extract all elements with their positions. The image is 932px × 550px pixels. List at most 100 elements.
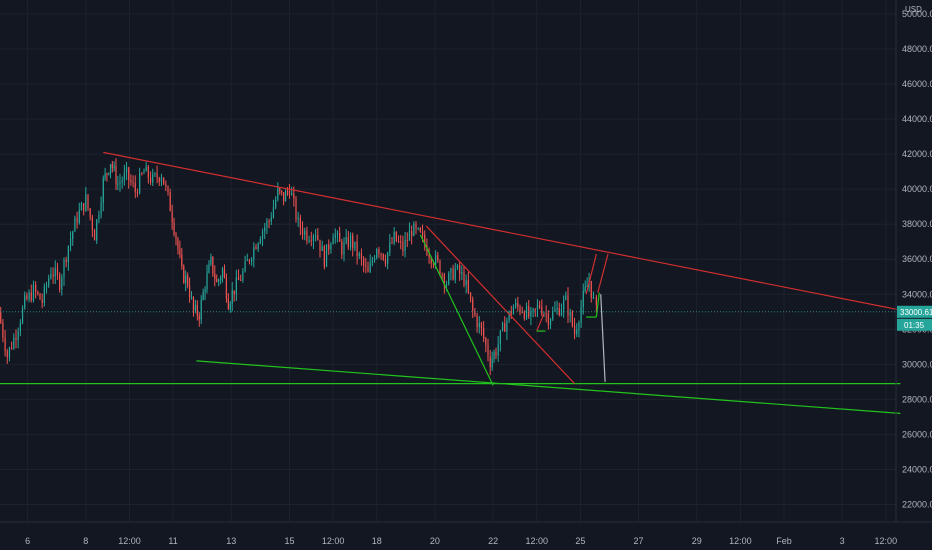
x-tick-label: 18 xyxy=(372,536,382,546)
candle-body xyxy=(382,253,384,260)
countdown-label: 01:35 xyxy=(904,321,925,330)
candle-body xyxy=(41,299,43,303)
candle-body xyxy=(128,167,130,181)
candle-body xyxy=(395,231,397,242)
candle-body xyxy=(125,167,128,173)
y-tick-label: 36000.00 xyxy=(902,254,932,264)
candle-body xyxy=(426,244,428,255)
candle-body xyxy=(190,297,193,299)
candle-body xyxy=(251,259,253,262)
candle-body xyxy=(2,322,4,338)
candle-body xyxy=(179,248,181,255)
candle-body xyxy=(56,268,59,276)
candle-body xyxy=(371,260,373,264)
candle-body xyxy=(478,322,480,328)
candle-body xyxy=(384,259,387,264)
y-tick-label: 34000.00 xyxy=(902,289,932,299)
candle-body xyxy=(330,244,332,250)
candle-body xyxy=(255,246,257,250)
candle-body xyxy=(196,305,198,316)
candle-body xyxy=(461,272,463,274)
x-tick-label: 13 xyxy=(226,536,236,546)
candle-body xyxy=(595,297,597,305)
candle-body xyxy=(369,263,371,273)
candle-body xyxy=(469,292,472,300)
y-tick-label: 40000.00 xyxy=(902,184,932,194)
y-tick-label: 44000.00 xyxy=(902,114,932,124)
candle-body xyxy=(389,242,391,253)
x-tick-label: 6 xyxy=(25,536,30,546)
candle-body xyxy=(343,242,345,255)
candle-body xyxy=(380,253,382,255)
candle-body xyxy=(365,265,367,267)
candle-body xyxy=(499,330,501,345)
candle-body xyxy=(48,278,50,286)
candle-body xyxy=(187,275,189,286)
candle-body xyxy=(411,231,413,236)
candle-body xyxy=(204,289,206,292)
candle-body xyxy=(402,241,404,252)
candle-body xyxy=(4,337,6,352)
y-axis[interactable]: USD 22000.00 24000.00 26000.00 28000.00 3000… xyxy=(895,0,932,522)
x-axis[interactable]: 6 8 12:00 11 13 15 12:00 18 20 22 12:00 25 27 29 12:00… xyxy=(0,521,932,546)
candle-body xyxy=(219,277,222,280)
candle-body xyxy=(39,293,41,300)
candle-body xyxy=(323,246,325,267)
candle-body xyxy=(169,192,171,212)
candle-body xyxy=(100,203,102,215)
candle-body xyxy=(347,236,349,248)
candle-body xyxy=(554,309,556,312)
candle-body xyxy=(448,273,450,285)
candle-body xyxy=(288,190,291,196)
x-tick-label: 12:00 xyxy=(118,536,141,546)
candle-body xyxy=(319,239,321,252)
candle-body xyxy=(119,182,121,184)
candle-body xyxy=(299,217,301,229)
candle-body xyxy=(391,242,393,244)
candle-body xyxy=(354,241,356,249)
candle-body xyxy=(549,319,552,325)
trendline-resistance xyxy=(103,151,901,311)
candle-body xyxy=(334,234,336,238)
candle-body xyxy=(141,173,143,175)
candle-body xyxy=(233,290,235,295)
candle-body xyxy=(50,273,52,279)
candle-body xyxy=(123,172,125,181)
y-tick-label: 26000.00 xyxy=(902,429,932,439)
candle-body xyxy=(158,178,160,182)
candle-body xyxy=(459,265,461,274)
candle-body xyxy=(61,277,63,290)
candle-body xyxy=(321,246,323,252)
candle-body xyxy=(406,239,408,241)
candle-body xyxy=(476,315,478,328)
candle-body xyxy=(465,280,467,285)
y-tick-label: 28000.00 xyxy=(902,394,932,404)
trendline-resistance xyxy=(585,253,597,295)
candle-body xyxy=(83,203,85,211)
candle-body xyxy=(443,274,445,286)
x-tick-label: Feb xyxy=(776,536,792,546)
candle-body xyxy=(11,347,13,349)
candle-body xyxy=(506,320,508,332)
candle-body xyxy=(259,239,261,244)
candle-body xyxy=(279,188,281,191)
candle-body xyxy=(26,295,28,300)
candle-body xyxy=(80,203,83,211)
candle-body xyxy=(317,235,319,240)
candles xyxy=(0,158,597,376)
candle-body xyxy=(328,244,330,250)
candle-body xyxy=(272,207,275,218)
candle-body xyxy=(43,286,45,303)
x-tick-label: 25 xyxy=(575,536,585,546)
candle-body xyxy=(439,260,441,275)
candle-body xyxy=(76,217,78,223)
candle-body xyxy=(115,166,117,185)
candle-body xyxy=(376,249,378,259)
x-tick-label: 11 xyxy=(168,536,177,546)
trendline-resistance xyxy=(536,313,545,332)
candle-body xyxy=(560,309,563,316)
candle-body xyxy=(339,232,341,242)
x-tick-label: 15 xyxy=(284,536,294,546)
candle-body xyxy=(523,312,525,319)
